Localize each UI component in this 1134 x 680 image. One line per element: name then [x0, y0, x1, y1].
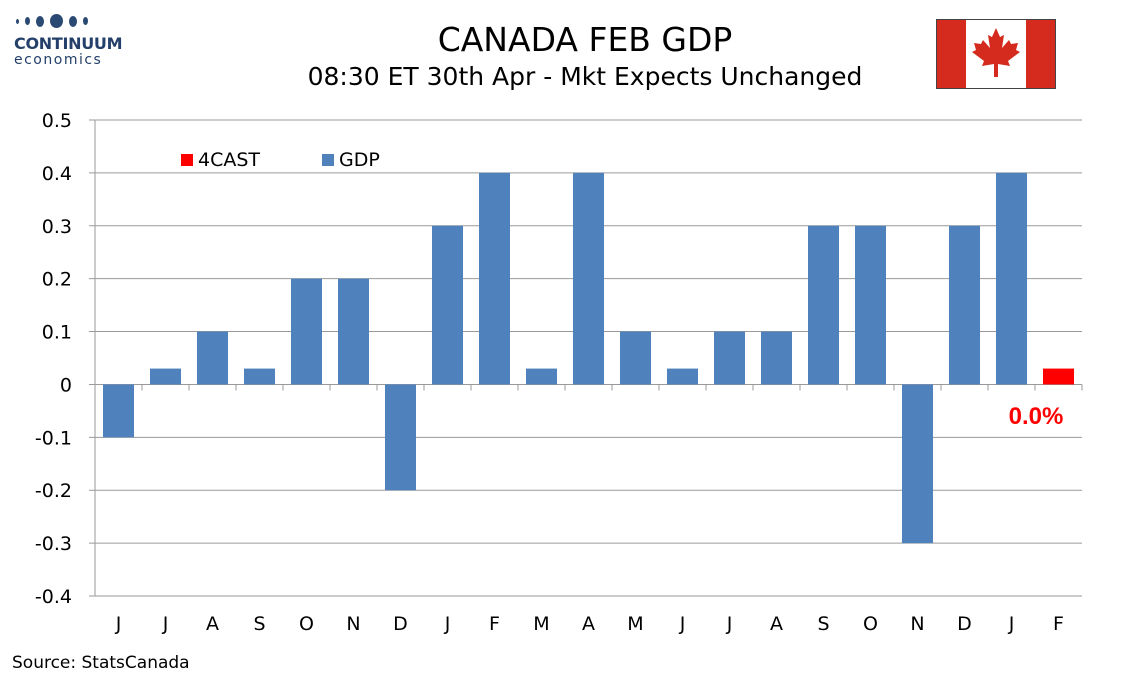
x-tick-label: N [346, 613, 360, 635]
chart-title: CANADA FEB GDP [437, 20, 733, 59]
gdp-bar [149, 368, 182, 385]
logo-sub: economics [14, 52, 103, 68]
legend-swatch [322, 154, 334, 166]
forecast-annotation: 0.0% [1009, 403, 1064, 430]
x-tick-label: D [957, 613, 972, 635]
x-tick-label: N [910, 613, 924, 635]
x-tick-label: J [444, 613, 451, 635]
y-tick-label: -0.4 [35, 586, 72, 608]
x-tick-label: S [817, 613, 829, 635]
legend: 4CAST GDP [181, 149, 380, 171]
y-tick-label: 0.5 [42, 110, 72, 132]
gdp-bar [290, 278, 323, 385]
source-note: Source: StatsCanada [12, 653, 190, 673]
gdp-bar [384, 384, 417, 491]
logo-dots [14, 14, 144, 28]
x-tick-label: J [162, 613, 169, 635]
x-tick-label: J [679, 613, 686, 635]
x-tick-label: D [393, 613, 408, 635]
continuum-logo: CONTINUUM economics [14, 14, 144, 76]
gdp-bar [478, 172, 511, 385]
legend-label: GDP [339, 149, 380, 171]
x-tick-label: S [253, 613, 265, 635]
bars [102, 172, 1075, 544]
y-tick-label: -0.2 [35, 480, 72, 502]
legend-swatch [181, 154, 193, 166]
x-tick-label: O [299, 613, 314, 635]
y-tick-label: 0 [60, 374, 72, 396]
x-tick-label: J [726, 613, 733, 635]
gdp-bar [948, 225, 981, 385]
gdp-bar [525, 368, 558, 385]
x-tick-label: M [533, 613, 549, 635]
logo-name: CONTINUUM [14, 34, 123, 53]
gdp-bar [572, 172, 605, 385]
y-tick-label: 0.4 [42, 163, 72, 185]
forecast-bar [1042, 368, 1075, 385]
y-axis-ticks: 0.5 0.4 0.3 0.2 0.1 0 -0.1 -0.2 -0.3 -0.4 [35, 110, 72, 608]
gdp-bar [713, 331, 746, 385]
x-tick-label: M [627, 613, 643, 635]
x-tick-label: J [115, 613, 122, 635]
x-tick-label: J [1008, 613, 1015, 635]
x-tick-label: O [863, 613, 878, 635]
legend-label: 4CAST [198, 149, 260, 171]
y-tick-label: 0.1 [42, 322, 72, 344]
x-tick-label: A [206, 613, 219, 635]
gdp-bar [619, 331, 652, 385]
gdp-bar [196, 331, 229, 385]
x-tick-label: A [770, 613, 783, 635]
x-tick-label: F [489, 613, 500, 635]
y-tick-label: -0.1 [35, 427, 72, 449]
gdp-bar [995, 172, 1028, 385]
x-tick-label: A [582, 613, 595, 635]
gdp-bar [337, 278, 370, 385]
gdp-bar [760, 331, 793, 385]
y-tick-label: 0.2 [42, 269, 72, 291]
gdp-bar [807, 225, 840, 385]
gdp-bar [431, 225, 464, 385]
gdp-bar [102, 384, 135, 438]
chart-subtitle: 08:30 ET 30th Apr - Mkt Expects Unchange… [307, 62, 863, 91]
gdp-bar [243, 368, 276, 385]
canada-flag-icon [936, 19, 1056, 89]
y-tick-label: 0.3 [42, 216, 72, 238]
y-tick-label: -0.3 [35, 533, 72, 555]
gdp-bar [901, 384, 934, 544]
gdp-bar [666, 368, 699, 385]
x-tick-label: F [1053, 613, 1064, 635]
gdp-bar [854, 225, 887, 385]
